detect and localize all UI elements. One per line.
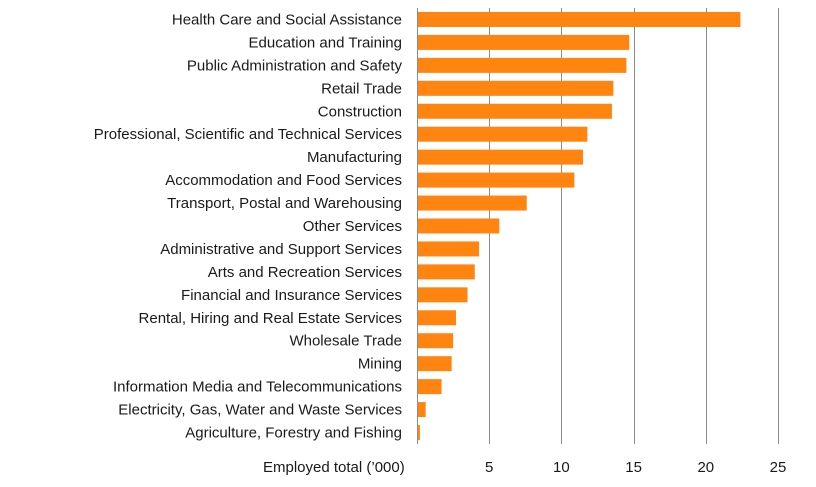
bar: [418, 172, 575, 188]
x-tick-label: 15: [625, 459, 642, 476]
category-label: Financial and Insurance Services: [181, 287, 402, 304]
bar: [418, 34, 630, 50]
bar: [418, 57, 627, 73]
category-label: Rental, Hiring and Real Estate Services: [139, 310, 402, 327]
category-label: Construction: [318, 103, 402, 120]
x-axis-title: Employed total (’000): [263, 459, 405, 476]
category-label: Administrative and Support Services: [160, 241, 402, 258]
x-tick-label: 25: [770, 459, 787, 476]
bar: [418, 379, 442, 395]
category-label: Other Services: [303, 218, 402, 235]
category-label: Health Care and Social Assistance: [172, 11, 402, 28]
x-tick-label: 5: [485, 459, 493, 476]
category-label: Professional, Scientific and Technical S…: [94, 126, 402, 143]
category-label: Retail Trade: [321, 80, 402, 97]
tick-labels: 5 10 15 20 25: [485, 459, 786, 476]
bar: [418, 103, 612, 119]
bar: [418, 241, 480, 257]
category-label: Wholesale Trade: [289, 333, 402, 350]
bar: [418, 402, 426, 418]
category-label: Mining: [358, 356, 402, 373]
bar: [418, 126, 588, 142]
category-label: Public Administration and Safety: [187, 57, 403, 74]
category-label: Transport, Postal and Warehousing: [167, 195, 402, 212]
bar: [418, 310, 456, 326]
category-label: Electricity, Gas, Water and Waste Servic…: [118, 402, 402, 419]
bar: [418, 333, 454, 349]
bar: [418, 149, 584, 165]
category-labels: Health Care and Social Assistance Educati…: [94, 11, 403, 441]
bar: [418, 287, 468, 303]
bar: [418, 425, 420, 441]
bars: [418, 11, 741, 441]
category-label: Arts and Recreation Services: [208, 264, 402, 281]
bar: [418, 11, 741, 27]
bar: [418, 264, 475, 280]
bar: [418, 356, 452, 372]
x-tick-label: 10: [553, 459, 570, 476]
category-label: Agriculture, Forestry and Fishing: [185, 425, 402, 442]
bar: [418, 218, 500, 234]
bar: [418, 195, 527, 211]
grid-lines: [417, 8, 779, 444]
x-tick-label: 20: [697, 459, 714, 476]
category-label: Accommodation and Food Services: [165, 172, 402, 189]
category-label: Manufacturing: [307, 149, 402, 166]
bar: [418, 80, 614, 96]
category-label: Education and Training: [249, 34, 402, 51]
category-label: Information Media and Telecommunications: [113, 379, 402, 396]
